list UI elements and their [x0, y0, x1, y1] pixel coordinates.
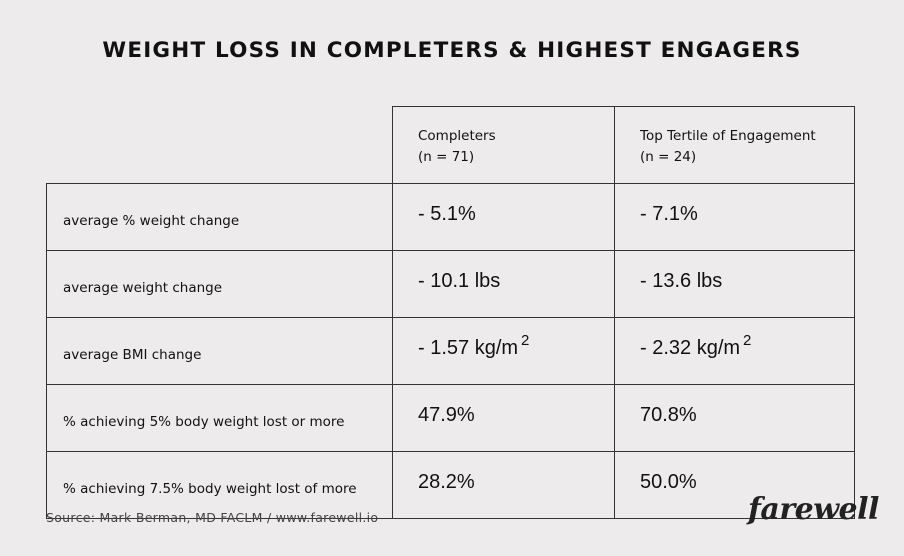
cell-completers: 28.2% — [392, 451, 615, 519]
table-row: % achieving 7.5% body weight lost of mor… — [46, 451, 855, 519]
superscript: 2 — [743, 331, 752, 349]
superscript: 2 — [521, 331, 530, 349]
table-row: % achieving 5% body weight lost or more … — [46, 384, 855, 452]
cell-top-tertile: - 7.1% — [614, 183, 855, 251]
column-header-name: Top Tertile of Engagement — [640, 128, 816, 144]
table-row: average % weight change - 5.1% - 7.1% — [46, 183, 855, 251]
column-header-top-tertile: Top Tertile of Engagement (n = 24) — [614, 106, 855, 184]
cell-top-tertile: 70.8% — [614, 384, 855, 452]
column-header-n: (n = 24) — [640, 149, 697, 165]
cell-completers: - 1.57 kg/m 2 — [392, 317, 615, 385]
column-header-completers: Completers (n = 71) — [392, 106, 615, 184]
page-title: WEIGHT LOSS IN COMPLETERS & HIGHEST ENGA… — [102, 38, 802, 63]
row-label: average % weight change — [46, 183, 393, 251]
results-table: Completers (n = 71) Top Tertile of Engag… — [46, 106, 855, 519]
row-label: average weight change — [46, 250, 393, 318]
table-corner-cell — [46, 106, 393, 184]
row-label: % achieving 5% body weight lost or more — [46, 384, 393, 452]
cell-completers: 47.9% — [392, 384, 615, 452]
source-note: Source: Mark Berman, MD FACLM / www.fare… — [46, 510, 379, 525]
column-header-name: Completers — [418, 128, 496, 144]
row-label: % achieving 7.5% body weight lost of mor… — [46, 451, 393, 519]
cell-top-tertile: - 2.32 kg/m 2 — [614, 317, 855, 385]
column-header-n: (n = 71) — [418, 149, 475, 165]
row-label: average BMI change — [46, 317, 393, 385]
table-header-row: Completers (n = 71) Top Tertile of Engag… — [46, 106, 855, 184]
cell-top-tertile: 50.0% — [614, 451, 855, 519]
table-row: average weight change - 10.1 lbs - 13.6 … — [46, 250, 855, 318]
cell-completers: - 10.1 lbs — [392, 250, 615, 318]
farewell-logo: farewell — [748, 492, 879, 527]
table-row: average BMI change - 1.57 kg/m 2 - 2.32 k… — [46, 317, 855, 385]
cell-value: - 1.57 kg/m — [418, 336, 519, 359]
cell-top-tertile: - 13.6 lbs — [614, 250, 855, 318]
cell-completers: - 5.1% — [392, 183, 615, 251]
cell-value: - 2.32 kg/m — [640, 336, 741, 359]
